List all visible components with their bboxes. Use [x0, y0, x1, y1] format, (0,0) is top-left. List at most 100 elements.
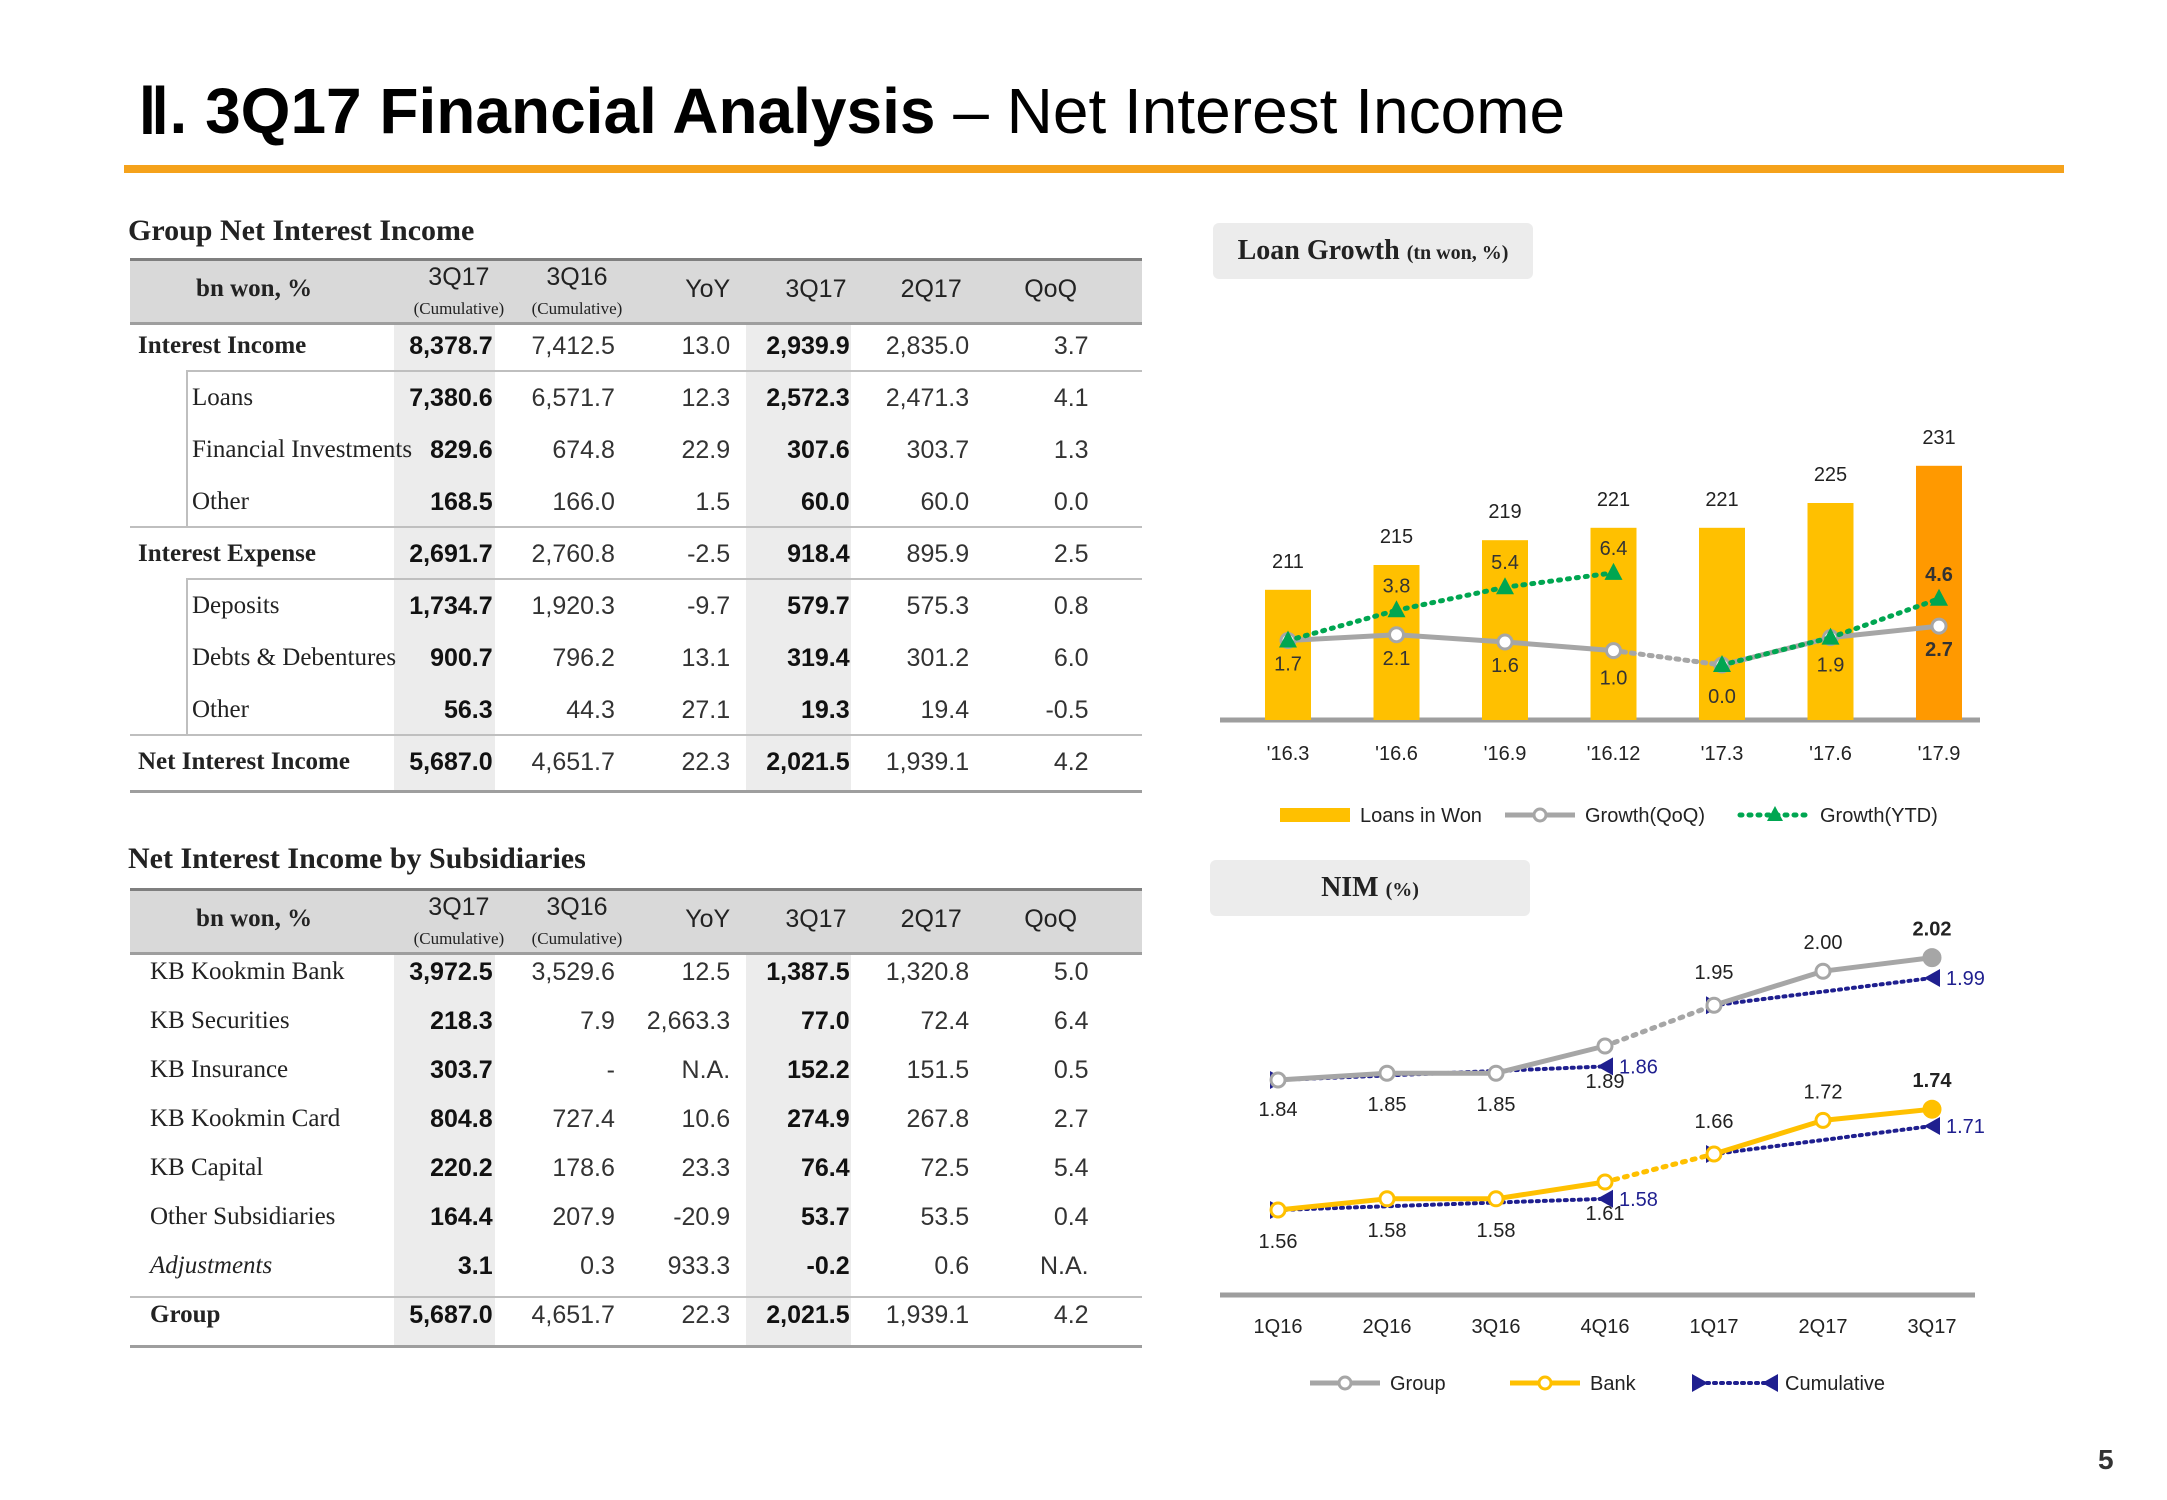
- cumulative-bank-marker: [1924, 1117, 1940, 1135]
- cumulative-value-label: 1.71: [1946, 1116, 1985, 1138]
- cell-value: 303.7: [906, 436, 970, 464]
- row-label: Deposits: [192, 592, 280, 619]
- cell-value: 53.5: [920, 1203, 970, 1231]
- cell-value: 7,412.5: [531, 332, 615, 360]
- bank-value-label: 1.61: [1586, 1203, 1625, 1225]
- category-label: 4Q16: [1581, 1316, 1630, 1338]
- cell-value: -2.5: [687, 540, 731, 568]
- cell-value: 5.4: [1053, 1154, 1089, 1182]
- cell-value: 900.7: [430, 644, 493, 672]
- row-divider: [130, 322, 1142, 325]
- bar-value-label: 211: [1272, 551, 1304, 573]
- ytd-line-segment: [1828, 596, 1942, 641]
- ytd-value-label: 6.4: [1600, 538, 1628, 560]
- cell-value: 0.0: [1053, 488, 1089, 516]
- ytd-line-segment: [1394, 584, 1508, 613]
- cell-value: 575.3: [906, 592, 970, 620]
- cell-value: 3,972.5: [409, 958, 493, 986]
- category-label: '17.9: [1918, 743, 1961, 765]
- row-label: Interest Income: [138, 332, 307, 359]
- legend-cumulative-marker: [1762, 1374, 1778, 1392]
- shaded-column: [394, 258, 496, 793]
- row-label: KB Kookmin Bank: [150, 958, 345, 985]
- table-header: bn won, % 3Q17 3Q16 YoY 3Q17 2Q17 QoQ (Cumulati…: [130, 888, 1142, 952]
- bank-point: [1269, 1201, 1287, 1219]
- category-label: 3Q16: [1472, 1316, 1521, 1338]
- page-title: Ⅱ. 3Q17 Financial Analysis – Net Interes…: [138, 66, 1565, 156]
- cell-value: 918.4: [787, 540, 850, 568]
- title-divider: [124, 165, 2064, 173]
- nim-unit: (%): [1385, 879, 1419, 901]
- cumulative-group-line-segment: [1712, 976, 1934, 1008]
- column-header: 3Q17: [428, 263, 490, 291]
- cell-value: 1,939.1: [885, 748, 970, 776]
- cell-value: 0.8: [1053, 592, 1089, 620]
- category-label: '17.3: [1701, 743, 1744, 765]
- legend-ytd-marker: [1767, 806, 1783, 821]
- cell-value: 5,687.0: [409, 748, 493, 776]
- ytd-value-label: 3.8: [1383, 575, 1411, 597]
- legend-label: Bank: [1590, 1373, 1637, 1395]
- cell-value: 6,571.7: [531, 384, 615, 412]
- cell-value: -9.7: [687, 592, 731, 620]
- cell-value: 796.2: [552, 644, 615, 672]
- category-label: '16.12: [1587, 743, 1641, 765]
- loan-growth-title: Loan Growth: [1237, 235, 1400, 266]
- ytd-point: [1387, 600, 1406, 618]
- row-label: Adjustments: [150, 1252, 273, 1279]
- group-value-label: 1.84: [1259, 1099, 1298, 1121]
- ytd-line-segment: [1719, 635, 1833, 668]
- row-divider: [186, 370, 1142, 372]
- bank-line-segment: [1275, 1196, 1390, 1213]
- qoq-line-segment: [1285, 632, 1399, 644]
- group-value-label: 1.85: [1368, 1094, 1407, 1116]
- bar-value-label: 215: [1380, 526, 1413, 548]
- cell-value: 12.3: [681, 384, 731, 412]
- row-label: KB Capital: [150, 1154, 264, 1181]
- nim-chart: 1Q16 2Q16 3Q16 4Q16 1Q17 2Q17 3Q17 1.84 1.85 1.85…: [1220, 919, 1985, 1395]
- column-note: (Cumulative): [531, 929, 623, 948]
- cell-value: 1.3: [1053, 436, 1089, 464]
- cell-value: 56.3: [443, 696, 493, 724]
- qoq-point: [1930, 617, 1948, 635]
- cell-value: -0.5: [1045, 696, 1089, 724]
- legend-bank-marker: [1537, 1375, 1553, 1391]
- bank-point: [1596, 1173, 1614, 1191]
- legend-label: Loans in Won: [1360, 805, 1482, 827]
- cell-value: 727.4: [552, 1105, 615, 1133]
- cell-value: 4.2: [1053, 1301, 1089, 1329]
- category-label: 1Q16: [1254, 1316, 1303, 1338]
- cell-value: 674.8: [552, 436, 615, 464]
- legend-qoq-marker: [1532, 807, 1548, 823]
- bank-line-segment: [1711, 1117, 1826, 1157]
- cell-value: 44.3: [566, 696, 615, 724]
- group-point: [1596, 1037, 1614, 1055]
- cell-value: 2,760.8: [531, 540, 615, 568]
- cell-value: -: [606, 1056, 615, 1084]
- loan-growth-chart: 211 215 219 221 221 225 231 '16.3 '16.6 '16.9 '16.…: [1220, 427, 1980, 827]
- cell-value: 0.4: [1053, 1203, 1089, 1231]
- cell-value: 72.4: [920, 1007, 970, 1035]
- bank-point: [1378, 1190, 1396, 1208]
- qoq-value-label: 1.0: [1600, 668, 1628, 690]
- cell-value: 220.2: [430, 1154, 493, 1182]
- cell-value: 8,378.7: [409, 332, 493, 360]
- legend-label: Cumulative: [1785, 1373, 1885, 1395]
- ytd-value-label: 4.6: [1925, 564, 1953, 586]
- bank-point: [1814, 1111, 1832, 1129]
- column-header: 3Q17: [785, 275, 847, 303]
- group-bracket: [186, 370, 188, 526]
- bank-value-label: 1.58: [1477, 1220, 1516, 1242]
- group-bracket: [186, 578, 188, 734]
- legend-label: Growth(YTD): [1820, 805, 1938, 827]
- row-divider: [130, 734, 1142, 736]
- cell-value: 5,687.0: [409, 1301, 493, 1329]
- cumulative-bank-line-segment: [1712, 1124, 1934, 1156]
- cell-value: 1.5: [695, 488, 731, 516]
- bank-point: [1487, 1190, 1505, 1208]
- row-label: KB Kookmin Card: [150, 1105, 341, 1132]
- cell-value: 7,380.6: [409, 384, 493, 412]
- group-point: [1378, 1064, 1396, 1082]
- column-header: 3Q17: [785, 905, 847, 933]
- cell-value: 168.5: [430, 488, 493, 516]
